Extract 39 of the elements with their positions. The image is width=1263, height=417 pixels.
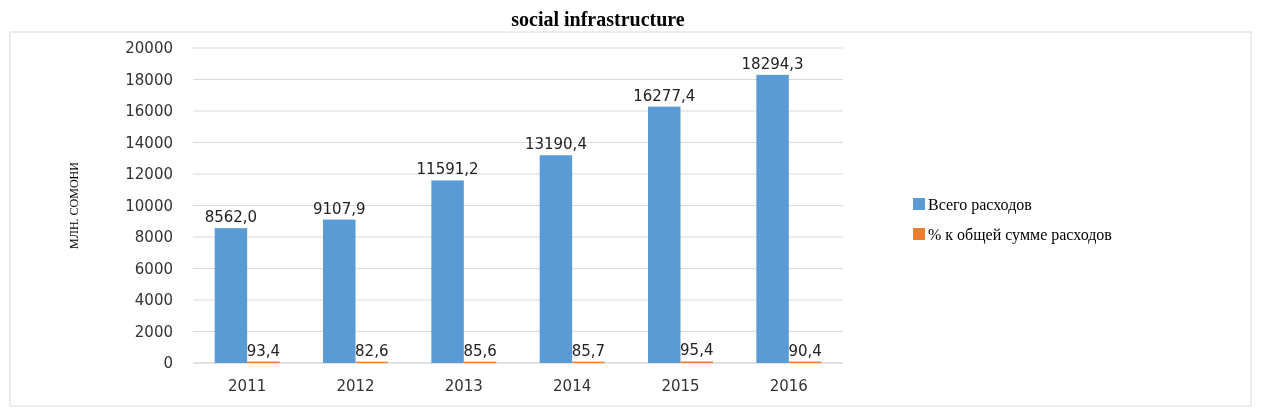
y-tick-label: 14000 (125, 133, 173, 152)
data-label: 93,4 (246, 341, 281, 360)
bar (214, 228, 248, 363)
data-label: 85,7 (571, 341, 606, 360)
y-tick-label: 16000 (125, 102, 173, 121)
chart-title: social infrastructure (511, 8, 685, 30)
data-label: 85,6 (463, 341, 497, 360)
y-tick-label: 2000 (134, 322, 173, 341)
bar (756, 74, 789, 363)
bar (648, 106, 681, 363)
x-tick-label: 2014 (553, 377, 592, 395)
x-tick-label: 2016 (769, 377, 808, 395)
y-tick-label: 4000 (134, 291, 173, 310)
data-label: 11591,2 (416, 160, 479, 179)
x-tick-label: 2013 (444, 377, 483, 395)
y-tick-label: 8000 (134, 228, 173, 247)
x-tick-label: 2011 (228, 377, 267, 395)
x-tick-label: 2012 (336, 377, 375, 395)
bar (431, 180, 464, 363)
legend-label: Всего расходов (928, 195, 1033, 214)
x-tick-label: 2015 (661, 377, 700, 395)
data-label: 90,4 (788, 341, 822, 360)
data-label: 82,6 (355, 341, 389, 360)
bar (323, 219, 356, 363)
data-label: 8562,0 (204, 208, 258, 227)
data-label: 9107,9 (313, 199, 366, 218)
y-tick-label: 12000 (125, 165, 173, 184)
y-tick-label: 10000 (125, 196, 173, 215)
y-tick-label: 18000 (125, 70, 173, 89)
data-label: 95,4 (680, 341, 714, 360)
y-tick-label: 20000 (125, 39, 173, 58)
legend-label: % к общей сумме расходов (928, 225, 1113, 244)
y-tick-label: 6000 (134, 259, 173, 278)
bar (539, 155, 573, 363)
y-axis-title: МЛН. СОМОНИ (67, 161, 81, 249)
data-label: 18294,3 (741, 54, 804, 73)
data-label: 13190,4 (524, 135, 587, 154)
y-tick-label: 0 (163, 354, 173, 373)
data-label: 16277,4 (633, 86, 696, 105)
